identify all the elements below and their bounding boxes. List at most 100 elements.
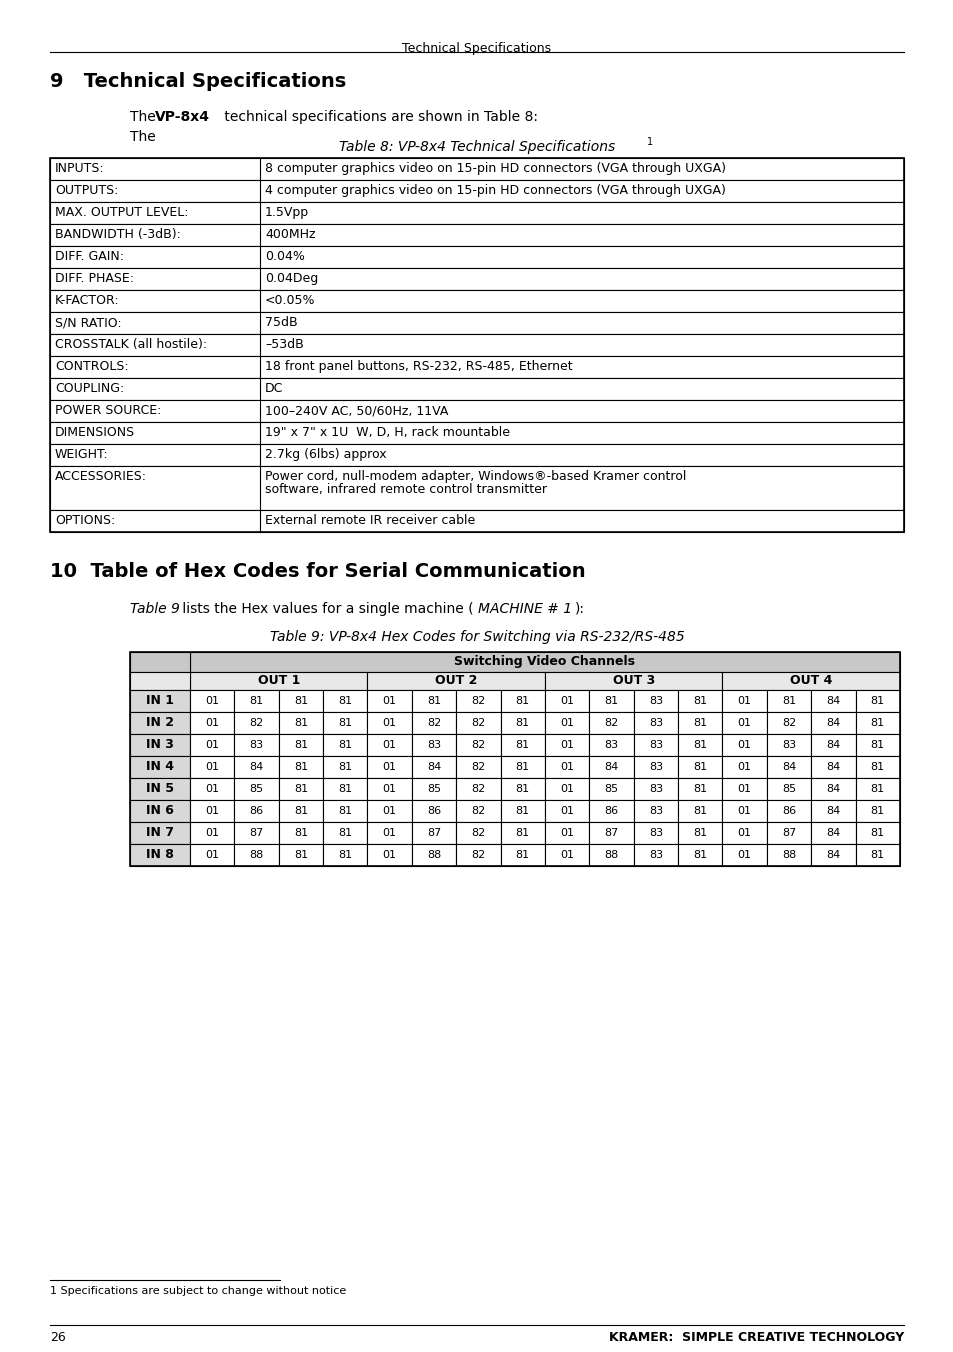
- Text: 86: 86: [427, 806, 440, 817]
- Text: 75dB: 75dB: [265, 316, 297, 329]
- Text: 81: 81: [294, 763, 308, 772]
- Bar: [278, 756, 323, 777]
- Text: 26: 26: [50, 1330, 66, 1344]
- Bar: [500, 844, 544, 867]
- Text: 100–240V AC, 50/60Hz, 11VA: 100–240V AC, 50/60Hz, 11VA: [265, 404, 448, 416]
- Bar: [633, 844, 678, 867]
- Text: 88: 88: [604, 850, 618, 860]
- Text: BANDWIDTH (-3dB):: BANDWIDTH (-3dB):: [55, 228, 181, 241]
- Bar: [721, 672, 899, 690]
- Text: 01: 01: [382, 850, 396, 860]
- Text: 81: 81: [693, 718, 706, 727]
- Text: IN 6: IN 6: [146, 804, 173, 818]
- Bar: [456, 734, 500, 756]
- Text: 81: 81: [516, 850, 529, 860]
- Text: 0.04%: 0.04%: [265, 250, 305, 264]
- Text: OUTPUTS:: OUTPUTS:: [55, 184, 118, 197]
- Bar: [190, 690, 234, 713]
- Text: 81: 81: [516, 696, 529, 706]
- Text: 1.5Vpp: 1.5Vpp: [265, 206, 309, 219]
- Bar: [810, 800, 855, 822]
- Text: 01: 01: [205, 850, 219, 860]
- Bar: [678, 713, 721, 734]
- Text: 8 computer graphics video on 15-pin HD connectors (VGA through UXGA): 8 computer graphics video on 15-pin HD c…: [265, 162, 725, 174]
- Text: 81: 81: [693, 763, 706, 772]
- Text: ):: ):: [575, 602, 584, 617]
- Text: The: The: [130, 110, 160, 124]
- Bar: [721, 822, 766, 844]
- Text: 88: 88: [781, 850, 796, 860]
- Bar: [766, 777, 810, 800]
- Text: 01: 01: [382, 740, 396, 750]
- Bar: [855, 713, 899, 734]
- Text: IN 5: IN 5: [146, 783, 173, 795]
- Bar: [323, 756, 367, 777]
- Bar: [721, 756, 766, 777]
- Text: 01: 01: [737, 718, 751, 727]
- Bar: [50, 246, 903, 268]
- Bar: [633, 756, 678, 777]
- Bar: [544, 800, 589, 822]
- Text: 86: 86: [604, 806, 618, 817]
- Bar: [367, 756, 412, 777]
- Text: 81: 81: [338, 784, 352, 794]
- Bar: [234, 756, 278, 777]
- Bar: [678, 734, 721, 756]
- Text: IN 2: IN 2: [146, 717, 173, 730]
- Text: 01: 01: [737, 740, 751, 750]
- Text: OUT 4: OUT 4: [789, 675, 832, 688]
- Text: 81: 81: [870, 696, 884, 706]
- Bar: [544, 734, 589, 756]
- Text: 85: 85: [427, 784, 440, 794]
- Bar: [678, 690, 721, 713]
- Bar: [721, 800, 766, 822]
- Text: 84: 84: [825, 763, 840, 772]
- Bar: [190, 822, 234, 844]
- Bar: [766, 713, 810, 734]
- Bar: [50, 379, 903, 400]
- Bar: [234, 734, 278, 756]
- Text: 01: 01: [737, 696, 751, 706]
- Bar: [234, 822, 278, 844]
- Bar: [810, 734, 855, 756]
- Bar: [50, 289, 903, 312]
- Text: 84: 84: [825, 696, 840, 706]
- Bar: [589, 734, 633, 756]
- Text: 82: 82: [471, 763, 485, 772]
- Bar: [678, 756, 721, 777]
- Bar: [810, 713, 855, 734]
- Bar: [810, 690, 855, 713]
- Text: 01: 01: [205, 784, 219, 794]
- Bar: [50, 443, 903, 466]
- Text: 81: 81: [516, 827, 529, 838]
- Text: 82: 82: [604, 718, 618, 727]
- Bar: [50, 158, 903, 531]
- Bar: [766, 734, 810, 756]
- Text: 01: 01: [559, 718, 574, 727]
- Text: <0.05%: <0.05%: [265, 293, 315, 307]
- Bar: [367, 734, 412, 756]
- Text: 81: 81: [781, 696, 796, 706]
- Text: 01: 01: [205, 718, 219, 727]
- Bar: [367, 822, 412, 844]
- Text: 84: 84: [427, 763, 440, 772]
- Bar: [130, 844, 190, 867]
- Bar: [500, 777, 544, 800]
- Text: 83: 83: [250, 740, 263, 750]
- Text: 88: 88: [249, 850, 263, 860]
- Bar: [456, 844, 500, 867]
- Text: 83: 83: [648, 827, 662, 838]
- Bar: [544, 756, 589, 777]
- Text: Table 9: VP-8x4 Hex Codes for Switching via RS-232/RS-485: Table 9: VP-8x4 Hex Codes for Switching …: [270, 630, 683, 644]
- Bar: [589, 690, 633, 713]
- Bar: [50, 356, 903, 379]
- Bar: [766, 756, 810, 777]
- Bar: [678, 844, 721, 867]
- Text: Switching Video Channels: Switching Video Channels: [454, 656, 635, 668]
- Bar: [50, 334, 903, 356]
- Bar: [810, 777, 855, 800]
- Text: 1: 1: [646, 137, 653, 147]
- Text: 01: 01: [205, 763, 219, 772]
- Text: KRAMER:  SIMPLE CREATIVE TECHNOLOGY: KRAMER: SIMPLE CREATIVE TECHNOLOGY: [608, 1330, 903, 1344]
- Bar: [50, 400, 903, 422]
